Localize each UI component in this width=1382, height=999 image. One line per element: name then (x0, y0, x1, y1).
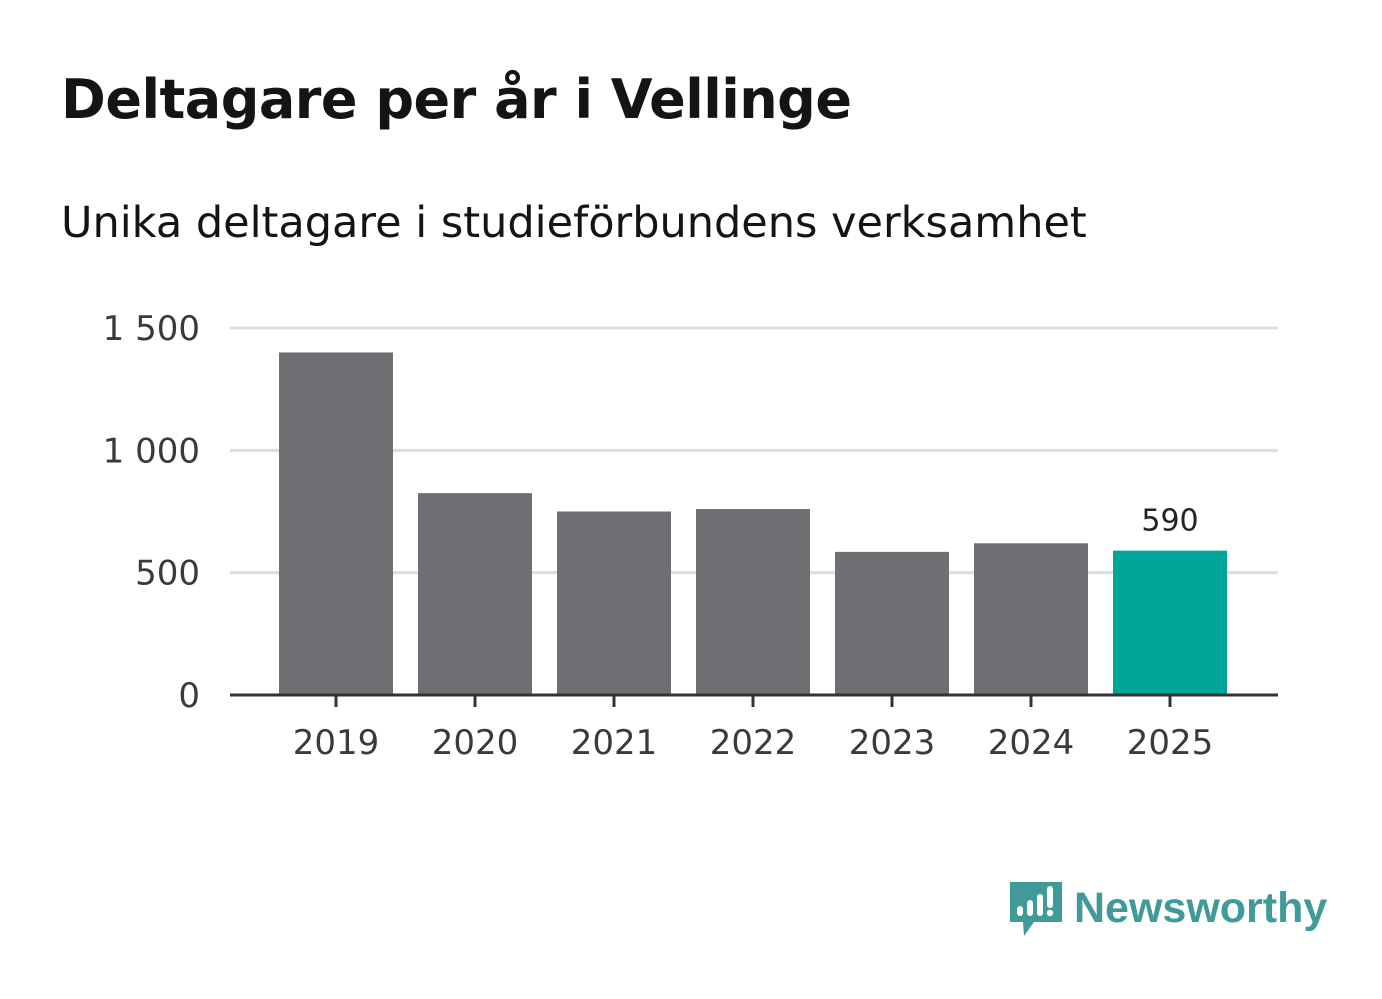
x-tick-label: 2020 (432, 723, 519, 763)
y-tick-label: 500 (135, 554, 200, 594)
data-label: 590 (1141, 504, 1198, 539)
bar-2023 (835, 551, 949, 695)
x-tick-label: 2024 (988, 723, 1075, 763)
x-tick-label: 2019 (293, 723, 380, 763)
bar-2021 (557, 511, 671, 695)
brand-name: Newsworthy (1074, 883, 1328, 932)
bar-2020 (418, 493, 532, 695)
x-tick-label: 2025 (1127, 723, 1214, 763)
chart-subtitle: Unika deltagare i studieförbundens verks… (61, 198, 1087, 248)
y-tick-label: 1 000 (103, 431, 200, 471)
newsworthy-logo-icon (1010, 882, 1062, 936)
brand-logo: Newsworthy (1010, 878, 1327, 938)
chart-title: Deltagare per år i Vellinge (61, 68, 852, 131)
y-tick-label: 1 500 (103, 309, 200, 349)
x-tick-label: 2021 (571, 723, 658, 763)
x-tick-label: 2022 (710, 723, 797, 763)
bar-2022 (696, 509, 810, 695)
bar-2019 (279, 352, 393, 695)
bar-2025 (1113, 550, 1227, 695)
y-tick-label: 0 (178, 676, 200, 716)
x-tick-label: 2023 (849, 723, 936, 763)
bar-2024 (974, 543, 1088, 695)
